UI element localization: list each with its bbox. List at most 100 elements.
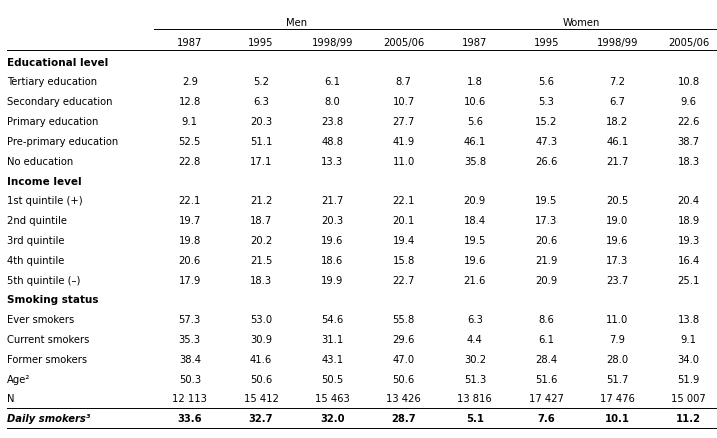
Text: 5.3: 5.3 — [538, 97, 554, 107]
Text: 20.5: 20.5 — [607, 196, 629, 206]
Text: 4th quintile: 4th quintile — [7, 255, 65, 265]
Text: 18.9: 18.9 — [678, 215, 700, 226]
Text: 6.3: 6.3 — [467, 314, 483, 325]
Text: 17 427: 17 427 — [528, 393, 564, 403]
Text: 28.7: 28.7 — [391, 413, 416, 423]
Text: Women: Women — [563, 18, 600, 28]
Text: Current smokers: Current smokers — [7, 334, 90, 344]
Text: 16.4: 16.4 — [678, 255, 700, 265]
Text: 20.3: 20.3 — [250, 117, 272, 127]
Text: 20.2: 20.2 — [250, 235, 272, 245]
Text: 19.6: 19.6 — [606, 235, 629, 245]
Text: 50.6: 50.6 — [250, 374, 272, 384]
Text: 13 816: 13 816 — [457, 393, 493, 403]
Text: 19.5: 19.5 — [535, 196, 557, 206]
Text: 11.0: 11.0 — [607, 314, 629, 325]
Text: 6.7: 6.7 — [609, 97, 625, 107]
Text: Men: Men — [286, 18, 308, 28]
Text: 5.6: 5.6 — [467, 117, 483, 127]
Text: 34.0: 34.0 — [678, 354, 700, 364]
Text: 15 007: 15 007 — [671, 393, 706, 403]
Text: 50.3: 50.3 — [179, 374, 201, 384]
Text: 51.7: 51.7 — [606, 374, 629, 384]
Text: 19.8: 19.8 — [179, 235, 201, 245]
Text: Primary education: Primary education — [7, 117, 98, 127]
Text: 50.5: 50.5 — [321, 374, 343, 384]
Text: Educational level: Educational level — [7, 57, 108, 67]
Text: 20.9: 20.9 — [464, 196, 486, 206]
Text: 32.0: 32.0 — [320, 413, 345, 423]
Text: 35.8: 35.8 — [464, 156, 486, 166]
Text: 19.3: 19.3 — [678, 235, 700, 245]
Text: 7.9: 7.9 — [609, 334, 625, 344]
Text: 46.1: 46.1 — [464, 137, 486, 147]
Text: 23.8: 23.8 — [321, 117, 343, 127]
Text: Tertiary education: Tertiary education — [7, 78, 98, 87]
Text: 20.6: 20.6 — [535, 235, 557, 245]
Text: 2005/06: 2005/06 — [668, 38, 709, 48]
Text: 50.6: 50.6 — [392, 374, 414, 384]
Text: 19.0: 19.0 — [607, 215, 629, 226]
Text: 28.4: 28.4 — [535, 354, 557, 364]
Text: 38.7: 38.7 — [678, 137, 700, 147]
Text: 6.1: 6.1 — [538, 334, 554, 344]
Text: 19.5: 19.5 — [464, 235, 486, 245]
Text: 33.6: 33.6 — [178, 413, 202, 423]
Text: 1998/99: 1998/99 — [312, 38, 353, 48]
Text: 43.1: 43.1 — [321, 354, 343, 364]
Text: 22.8: 22.8 — [179, 156, 201, 166]
Text: 1.8: 1.8 — [467, 78, 483, 87]
Text: 8.6: 8.6 — [538, 314, 554, 325]
Text: 47.3: 47.3 — [535, 137, 557, 147]
Text: 28.0: 28.0 — [607, 354, 629, 364]
Text: Income level: Income level — [7, 176, 82, 186]
Text: 17.1: 17.1 — [250, 156, 272, 166]
Text: 55.8: 55.8 — [392, 314, 414, 325]
Text: Pre-primary education: Pre-primary education — [7, 137, 118, 147]
Text: 10.1: 10.1 — [605, 413, 630, 423]
Text: 3rd quintile: 3rd quintile — [7, 235, 65, 245]
Text: 1987: 1987 — [462, 38, 488, 48]
Text: 18.3: 18.3 — [250, 275, 272, 285]
Text: 35.3: 35.3 — [179, 334, 201, 344]
Text: 18.7: 18.7 — [250, 215, 272, 226]
Text: 1998/99: 1998/99 — [597, 38, 638, 48]
Text: 47.0: 47.0 — [392, 354, 414, 364]
Text: 9.1: 9.1 — [680, 334, 697, 344]
Text: 5.2: 5.2 — [253, 78, 269, 87]
Text: Daily smokers³: Daily smokers³ — [7, 413, 90, 423]
Text: 51.9: 51.9 — [678, 374, 700, 384]
Text: 7.2: 7.2 — [609, 78, 625, 87]
Text: 41.6: 41.6 — [250, 354, 272, 364]
Text: 22.6: 22.6 — [678, 117, 700, 127]
Text: 19.7: 19.7 — [179, 215, 201, 226]
Text: 17.3: 17.3 — [535, 215, 557, 226]
Text: 22.1: 22.1 — [179, 196, 201, 206]
Text: 22.7: 22.7 — [392, 275, 415, 285]
Text: 53.0: 53.0 — [250, 314, 272, 325]
Text: 2nd quintile: 2nd quintile — [7, 215, 67, 226]
Text: 46.1: 46.1 — [607, 137, 629, 147]
Text: 20.1: 20.1 — [392, 215, 414, 226]
Text: Smoking status: Smoking status — [7, 295, 99, 305]
Text: 5.1: 5.1 — [466, 413, 484, 423]
Text: 15.2: 15.2 — [535, 117, 557, 127]
Text: 26.6: 26.6 — [535, 156, 557, 166]
Text: 23.7: 23.7 — [607, 275, 629, 285]
Text: 17.9: 17.9 — [179, 275, 201, 285]
Text: 8.7: 8.7 — [396, 78, 412, 87]
Text: 57.3: 57.3 — [179, 314, 201, 325]
Text: 21.5: 21.5 — [250, 255, 272, 265]
Text: 21.6: 21.6 — [464, 275, 486, 285]
Text: 13.8: 13.8 — [678, 314, 700, 325]
Text: 48.8: 48.8 — [321, 137, 343, 147]
Text: 32.7: 32.7 — [249, 413, 273, 423]
Text: 12 113: 12 113 — [172, 393, 207, 403]
Text: 11.0: 11.0 — [392, 156, 414, 166]
Text: 54.6: 54.6 — [321, 314, 343, 325]
Text: 20.3: 20.3 — [321, 215, 343, 226]
Text: 19.6: 19.6 — [321, 235, 343, 245]
Text: 1995: 1995 — [533, 38, 559, 48]
Text: 52.5: 52.5 — [179, 137, 201, 147]
Text: Age²: Age² — [7, 374, 31, 384]
